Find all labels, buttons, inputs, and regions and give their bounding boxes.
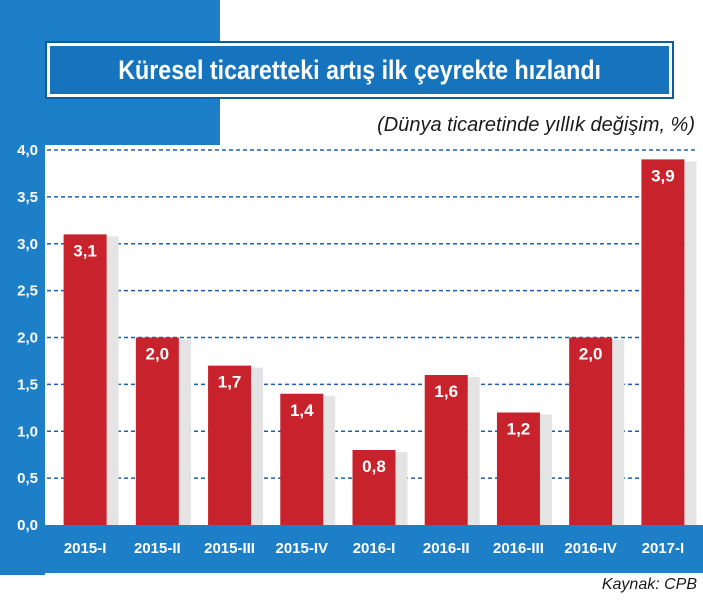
y-tick-label: 0,5 [17, 470, 38, 487]
x-tick-label: 2016-I [353, 540, 396, 557]
y-tick-label: 2,0 [17, 330, 38, 347]
y-tick-label: 2,5 [17, 283, 38, 300]
frame-left-strip [0, 0, 45, 575]
x-tick-label: 2016-II [423, 540, 470, 557]
chart-subtitle: (Dünya ticaretinde yıllık değişim, %) [377, 114, 695, 136]
bar-shadow [684, 161, 697, 525]
bar-shadow [539, 414, 552, 525]
chart-title: Küresel ticaretteki artış ilk çeyrekte h… [118, 54, 601, 85]
bar [424, 375, 468, 525]
bar [135, 337, 179, 525]
bar [569, 337, 613, 525]
bar [208, 365, 252, 525]
y-tick-label: 1,0 [17, 423, 38, 440]
bar-shadow [178, 339, 191, 525]
y-tick-label: 0,0 [17, 517, 38, 534]
data-label: 2,0 [146, 345, 170, 364]
source-note: Kaynak: CPB [601, 576, 697, 593]
x-tick-label: 2015-II [134, 540, 181, 557]
x-tick-label: 2015-I [64, 540, 107, 557]
x-tick-label: 2017-I [642, 540, 685, 557]
bar-shadow [395, 452, 408, 525]
bar [280, 393, 324, 525]
y-tick-label: 3,5 [17, 189, 38, 206]
data-label: 1,7 [218, 373, 242, 392]
chart-title-box: Küresel ticaretteki artış ilk çeyrekte h… [47, 43, 672, 97]
frame-bottom-strip [0, 525, 703, 573]
bar-shadow [467, 377, 480, 525]
x-tick-label: 2016-III [493, 540, 544, 557]
data-label: 1,2 [507, 420, 531, 439]
data-label: 0,8 [362, 457, 386, 476]
y-tick-label: 1,5 [17, 376, 38, 393]
x-tick-label: 2016-IV [564, 540, 617, 557]
bar [352, 450, 396, 525]
bar-shadow [251, 367, 264, 525]
bar-shadow [106, 236, 119, 525]
data-label: 3,9 [651, 166, 675, 185]
data-label: 1,6 [434, 382, 458, 401]
y-tick-label: 3,0 [17, 236, 38, 253]
x-tick-label: 2015-IV [276, 540, 329, 557]
bar [641, 159, 685, 525]
bar-shadow [323, 395, 336, 525]
bar [63, 234, 107, 525]
data-label: 2,0 [579, 345, 603, 364]
data-label: 3,1 [73, 241, 97, 260]
data-label: 1,4 [290, 401, 314, 420]
bar [496, 412, 540, 525]
x-tick-label: 2015-III [204, 540, 255, 557]
y-tick-label: 4,0 [17, 142, 38, 159]
bar-shadow [612, 339, 625, 525]
